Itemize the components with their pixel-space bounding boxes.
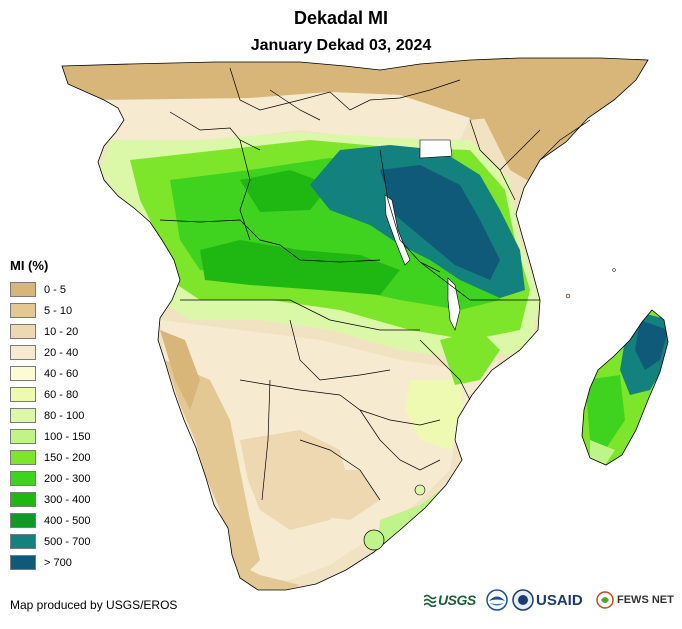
legend-item: 20 - 40 [10,342,90,363]
credit-text: Map produced by USGS/EROS [10,598,178,612]
comoros-islands [565,293,571,299]
legend-swatch [10,471,36,486]
legend-swatch [10,387,36,402]
legend-label: 400 - 500 [44,514,91,527]
legend-label: 200 - 300 [44,472,91,485]
usaid-logo: USAID [536,584,583,616]
legend-label: 20 - 40 [44,346,79,359]
legend-item: 5 - 10 [10,300,90,321]
eswatini-outline [414,484,426,496]
legend-label: 100 - 150 [44,430,91,443]
map-title: Dekadal MI [293,8,389,28]
usgs-wave-icon [424,594,437,607]
map-legend: MI (%) 0 - 5 5 - 10 10 - 20 20 - 40 40 - 60 6… [10,258,90,573]
seal-emblem-icon [512,589,534,611]
legend-swatch [10,366,36,381]
country-borders [159,67,591,501]
usaid-text: USAID [536,591,583,609]
legend-item: > 700 [10,552,90,573]
legend-label: 500 - 700 [44,535,91,548]
legend-label: 300 - 400 [44,493,91,506]
legend-swatch [10,345,36,360]
noaa-emblem-icon [486,589,508,611]
partner-logos: USGS USAID FEWS NET [424,584,678,616]
legend-swatch [10,513,36,528]
legend-label: 80 - 100 [44,409,85,422]
fews-globe-icon [596,591,614,609]
usgs-text: USGS [438,592,476,608]
legend-item: 0 - 5 [10,279,90,300]
legend-item: 10 - 20 [10,321,90,342]
lake-malawi [447,277,461,331]
legend-item: 60 - 80 [10,384,90,405]
legend-swatch [10,534,36,549]
lesotho-outline [363,529,385,551]
legend-item: 500 - 700 [10,531,90,552]
legend-swatch [10,324,36,339]
noaa-logo [486,584,508,616]
legend-swatch [10,408,36,423]
legend-item: 100 - 150 [10,426,90,447]
legend-swatch [10,429,36,444]
legend-item: 80 - 100 [10,405,90,426]
legend-item: 300 - 400 [10,489,90,510]
legend-title: MI (%) [10,258,49,273]
legend-rows: 0 - 5 5 - 10 10 - 20 20 - 40 40 - 60 60 - 80 8… [10,279,90,573]
map-subtitle: January Dekad 03, 2024 [250,37,432,54]
legend-label: 5 - 10 [44,304,73,317]
legend-label: 0 - 5 [44,283,67,296]
madagascar-moisture [582,310,668,465]
legend-label: 150 - 200 [44,451,91,464]
legend-item: 400 - 500 [10,510,90,531]
legend-swatch [10,450,36,465]
lake-tanganyika [384,194,411,266]
legend-swatch [10,555,36,570]
legend-label: > 700 [44,556,72,569]
usgs-logo: USGS [424,584,476,616]
legend-item: 40 - 60 [10,363,90,384]
lake-victoria [419,139,453,159]
legend-label: 60 - 80 [44,388,79,401]
legend-swatch [10,282,36,297]
fews-net-logo: FEWS NET [596,584,674,616]
seychelles-islands [612,268,616,272]
dos-seal-logo [512,584,534,616]
legend-label: 40 - 60 [44,367,79,380]
legend-item: 150 - 200 [10,447,90,468]
legend-item: 200 - 300 [10,468,90,489]
fews-net-text: FEWS NET [617,594,674,606]
legend-label: 10 - 20 [44,325,79,338]
legend-swatch [10,303,36,318]
legend-swatch [10,492,36,507]
